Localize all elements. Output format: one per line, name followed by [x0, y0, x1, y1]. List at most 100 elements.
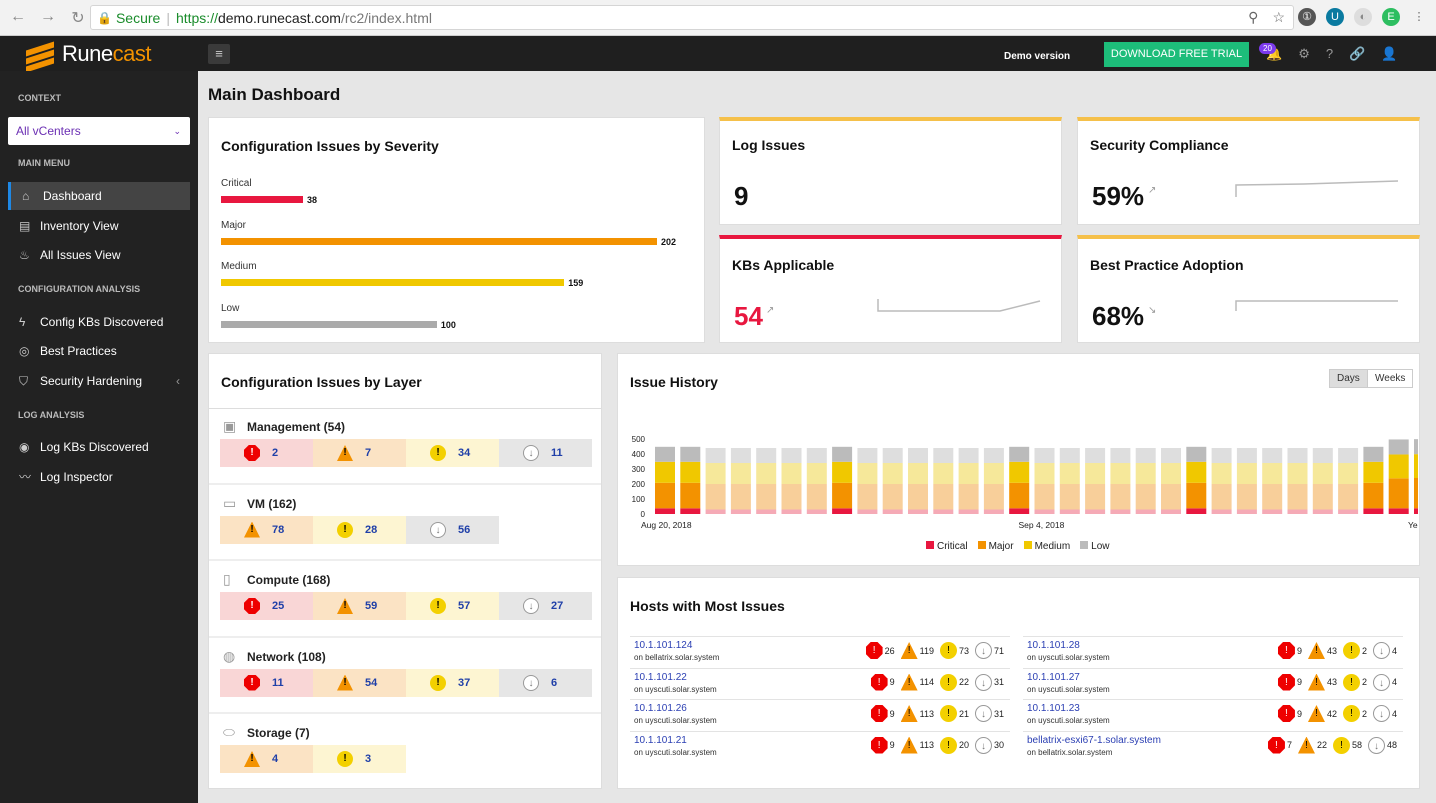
history-bar-low[interactable]: [806, 448, 827, 463]
history-bar-medium[interactable]: [1009, 461, 1030, 483]
history-bar-major[interactable]: [857, 484, 878, 510]
history-bar-medium[interactable]: [1110, 463, 1131, 484]
history-bar-low[interactable]: [1009, 446, 1030, 462]
weeks-button[interactable]: Weeks: [1367, 369, 1414, 388]
history-bar-medium[interactable]: [1236, 463, 1257, 484]
history-bar-critical[interactable]: [781, 509, 802, 515]
history-bar-critical[interactable]: [1161, 509, 1181, 515]
history-bar-low[interactable]: [832, 446, 853, 462]
host-row[interactable]: 10.1.101.28 on uyscuti.solar.system! 9! 43!…: [1023, 636, 1403, 667]
history-bar-critical[interactable]: [1186, 508, 1207, 514]
history-bar-critical[interactable]: [1414, 508, 1418, 514]
layer-cell-med[interactable]: ! 37: [406, 668, 499, 697]
history-bar-low[interactable]: [730, 448, 751, 463]
layer-cell-crit[interactable]: ! 25: [220, 592, 313, 620]
history-bar-low[interactable]: [781, 448, 802, 463]
layer-name[interactable]: Management (54): [247, 420, 346, 434]
layer-name[interactable]: VM (162): [247, 496, 297, 511]
history-bar-low[interactable]: [1236, 448, 1257, 463]
history-bar-major[interactable]: [680, 482, 701, 509]
history-bar-low[interactable]: [1085, 448, 1106, 463]
host-row[interactable]: 10.1.101.26 on uyscuti.solar.system! 9! 113…: [630, 699, 1010, 730]
bookmark-star-icon[interactable]: ☆: [1272, 9, 1285, 25]
history-bar-medium[interactable]: [1388, 454, 1409, 479]
layer-cell-maj[interactable]: ! 59: [313, 592, 406, 620]
history-bar-low[interactable]: [882, 448, 903, 463]
layer-cell-crit[interactable]: ! 2: [220, 439, 313, 467]
history-bar-medium[interactable]: [908, 463, 928, 484]
history-bar-low[interactable]: [1034, 448, 1055, 463]
host-link[interactable]: 10.1.101.124: [634, 640, 693, 651]
history-bar-major[interactable]: [1236, 484, 1257, 510]
history-bar-critical[interactable]: [1338, 509, 1359, 515]
history-bar-low[interactable]: [1135, 448, 1156, 463]
layer-name[interactable]: Compute (168): [247, 573, 331, 587]
layer-cell-maj[interactable]: ! 4: [220, 745, 313, 773]
days-button[interactable]: Days: [1329, 369, 1368, 388]
context-select[interactable]: All vCenters ⌄: [8, 117, 190, 145]
history-bar-medium[interactable]: [832, 461, 853, 483]
history-bar-medium[interactable]: [1186, 461, 1207, 483]
history-bar-low[interactable]: [1110, 448, 1131, 463]
sidebar-item-log-inspector[interactable]: 〰 Log Inspector: [8, 463, 190, 491]
help-icon[interactable]: ?: [1325, 46, 1334, 61]
history-bar-critical[interactable]: [1059, 509, 1080, 515]
history-bar-major[interactable]: [1388, 478, 1409, 509]
history-bar-medium[interactable]: [756, 463, 777, 484]
history-bar-low[interactable]: [1414, 439, 1418, 455]
history-bar-critical[interactable]: [958, 509, 979, 515]
severity-bar-critical[interactable]: [221, 196, 304, 203]
history-bar-low[interactable]: [1059, 448, 1080, 463]
history-bar-critical[interactable]: [857, 509, 878, 515]
history-bar-critical[interactable]: [1135, 509, 1156, 515]
download-trial-button[interactable]: DOWNLOAD FREE TRIAL: [1104, 42, 1249, 67]
history-bar-major[interactable]: [983, 484, 1004, 510]
severity-bar-medium[interactable]: [221, 279, 565, 286]
host-row[interactable]: 10.1.101.27 on uyscuti.solar.system! 9! 43!…: [1023, 667, 1403, 699]
reload-icon[interactable]: ↻: [71, 9, 85, 27]
history-bar-major[interactable]: [1186, 482, 1207, 509]
link-icon[interactable]: 🔗: [1349, 46, 1366, 61]
history-bar-low[interactable]: [958, 448, 979, 463]
sidebar-item-config-kbs[interactable]: ϟ Config KBs Discovered: [8, 308, 190, 336]
sidebar-item-inventory[interactable]: ▤ Inventory View: [8, 212, 190, 240]
layer-cell-med[interactable]: ! 3: [313, 745, 406, 773]
history-bar-medium[interactable]: [1363, 461, 1384, 483]
layer-cell-low[interactable]: ↓ 56: [406, 515, 499, 544]
history-bar-major[interactable]: [958, 484, 979, 510]
layer-cell-low[interactable]: ↓ 27: [499, 592, 592, 620]
extension-evernote-icon[interactable]: E: [1382, 8, 1400, 26]
history-bar-medium[interactable]: [1034, 463, 1055, 484]
history-bar-critical[interactable]: [1312, 509, 1333, 515]
history-bar-critical[interactable]: [1110, 509, 1131, 515]
history-bar-major[interactable]: [781, 484, 802, 510]
host-link[interactable]: 10.1.101.26: [634, 703, 687, 714]
history-bar-low[interactable]: [1338, 448, 1359, 463]
history-bar-low[interactable]: [1211, 448, 1232, 463]
sidebar-item-best-practices[interactable]: ◎ Best Practices: [8, 337, 190, 365]
history-bar-medium[interactable]: [655, 461, 675, 483]
history-bar-major[interactable]: [1034, 484, 1055, 510]
layer-cell-med[interactable]: ! 34: [406, 439, 499, 467]
history-bar-major[interactable]: [1161, 484, 1181, 510]
history-bar-major[interactable]: [655, 482, 675, 509]
history-bar-critical[interactable]: [655, 508, 675, 514]
history-bar-critical[interactable]: [730, 509, 751, 515]
log-issues-card[interactable]: Log Issues 9: [719, 117, 1062, 225]
history-bar-major[interactable]: [1110, 484, 1131, 510]
history-bar-major[interactable]: [1287, 484, 1308, 510]
severity-bar-low[interactable]: [221, 320, 437, 328]
history-bar-major[interactable]: [1312, 484, 1333, 510]
history-bar-medium[interactable]: [958, 463, 979, 484]
history-bar-critical[interactable]: [933, 509, 954, 515]
host-row[interactable]: 10.1.101.124 on bellatrix.solar.system! 26…: [630, 636, 1010, 667]
history-bar-low[interactable]: [1388, 439, 1409, 455]
history-bar-medium[interactable]: [705, 463, 726, 484]
history-bar-low[interactable]: [908, 448, 928, 463]
layer-name[interactable]: Network (108): [247, 649, 326, 664]
hamburger-menu-icon[interactable]: ≡: [208, 44, 230, 64]
layer-cell-maj[interactable]: ! 78: [220, 515, 313, 544]
history-bar-critical[interactable]: [1085, 509, 1106, 515]
host-link[interactable]: 10.1.101.27: [1027, 671, 1080, 683]
history-bar-medium[interactable]: [933, 463, 954, 484]
